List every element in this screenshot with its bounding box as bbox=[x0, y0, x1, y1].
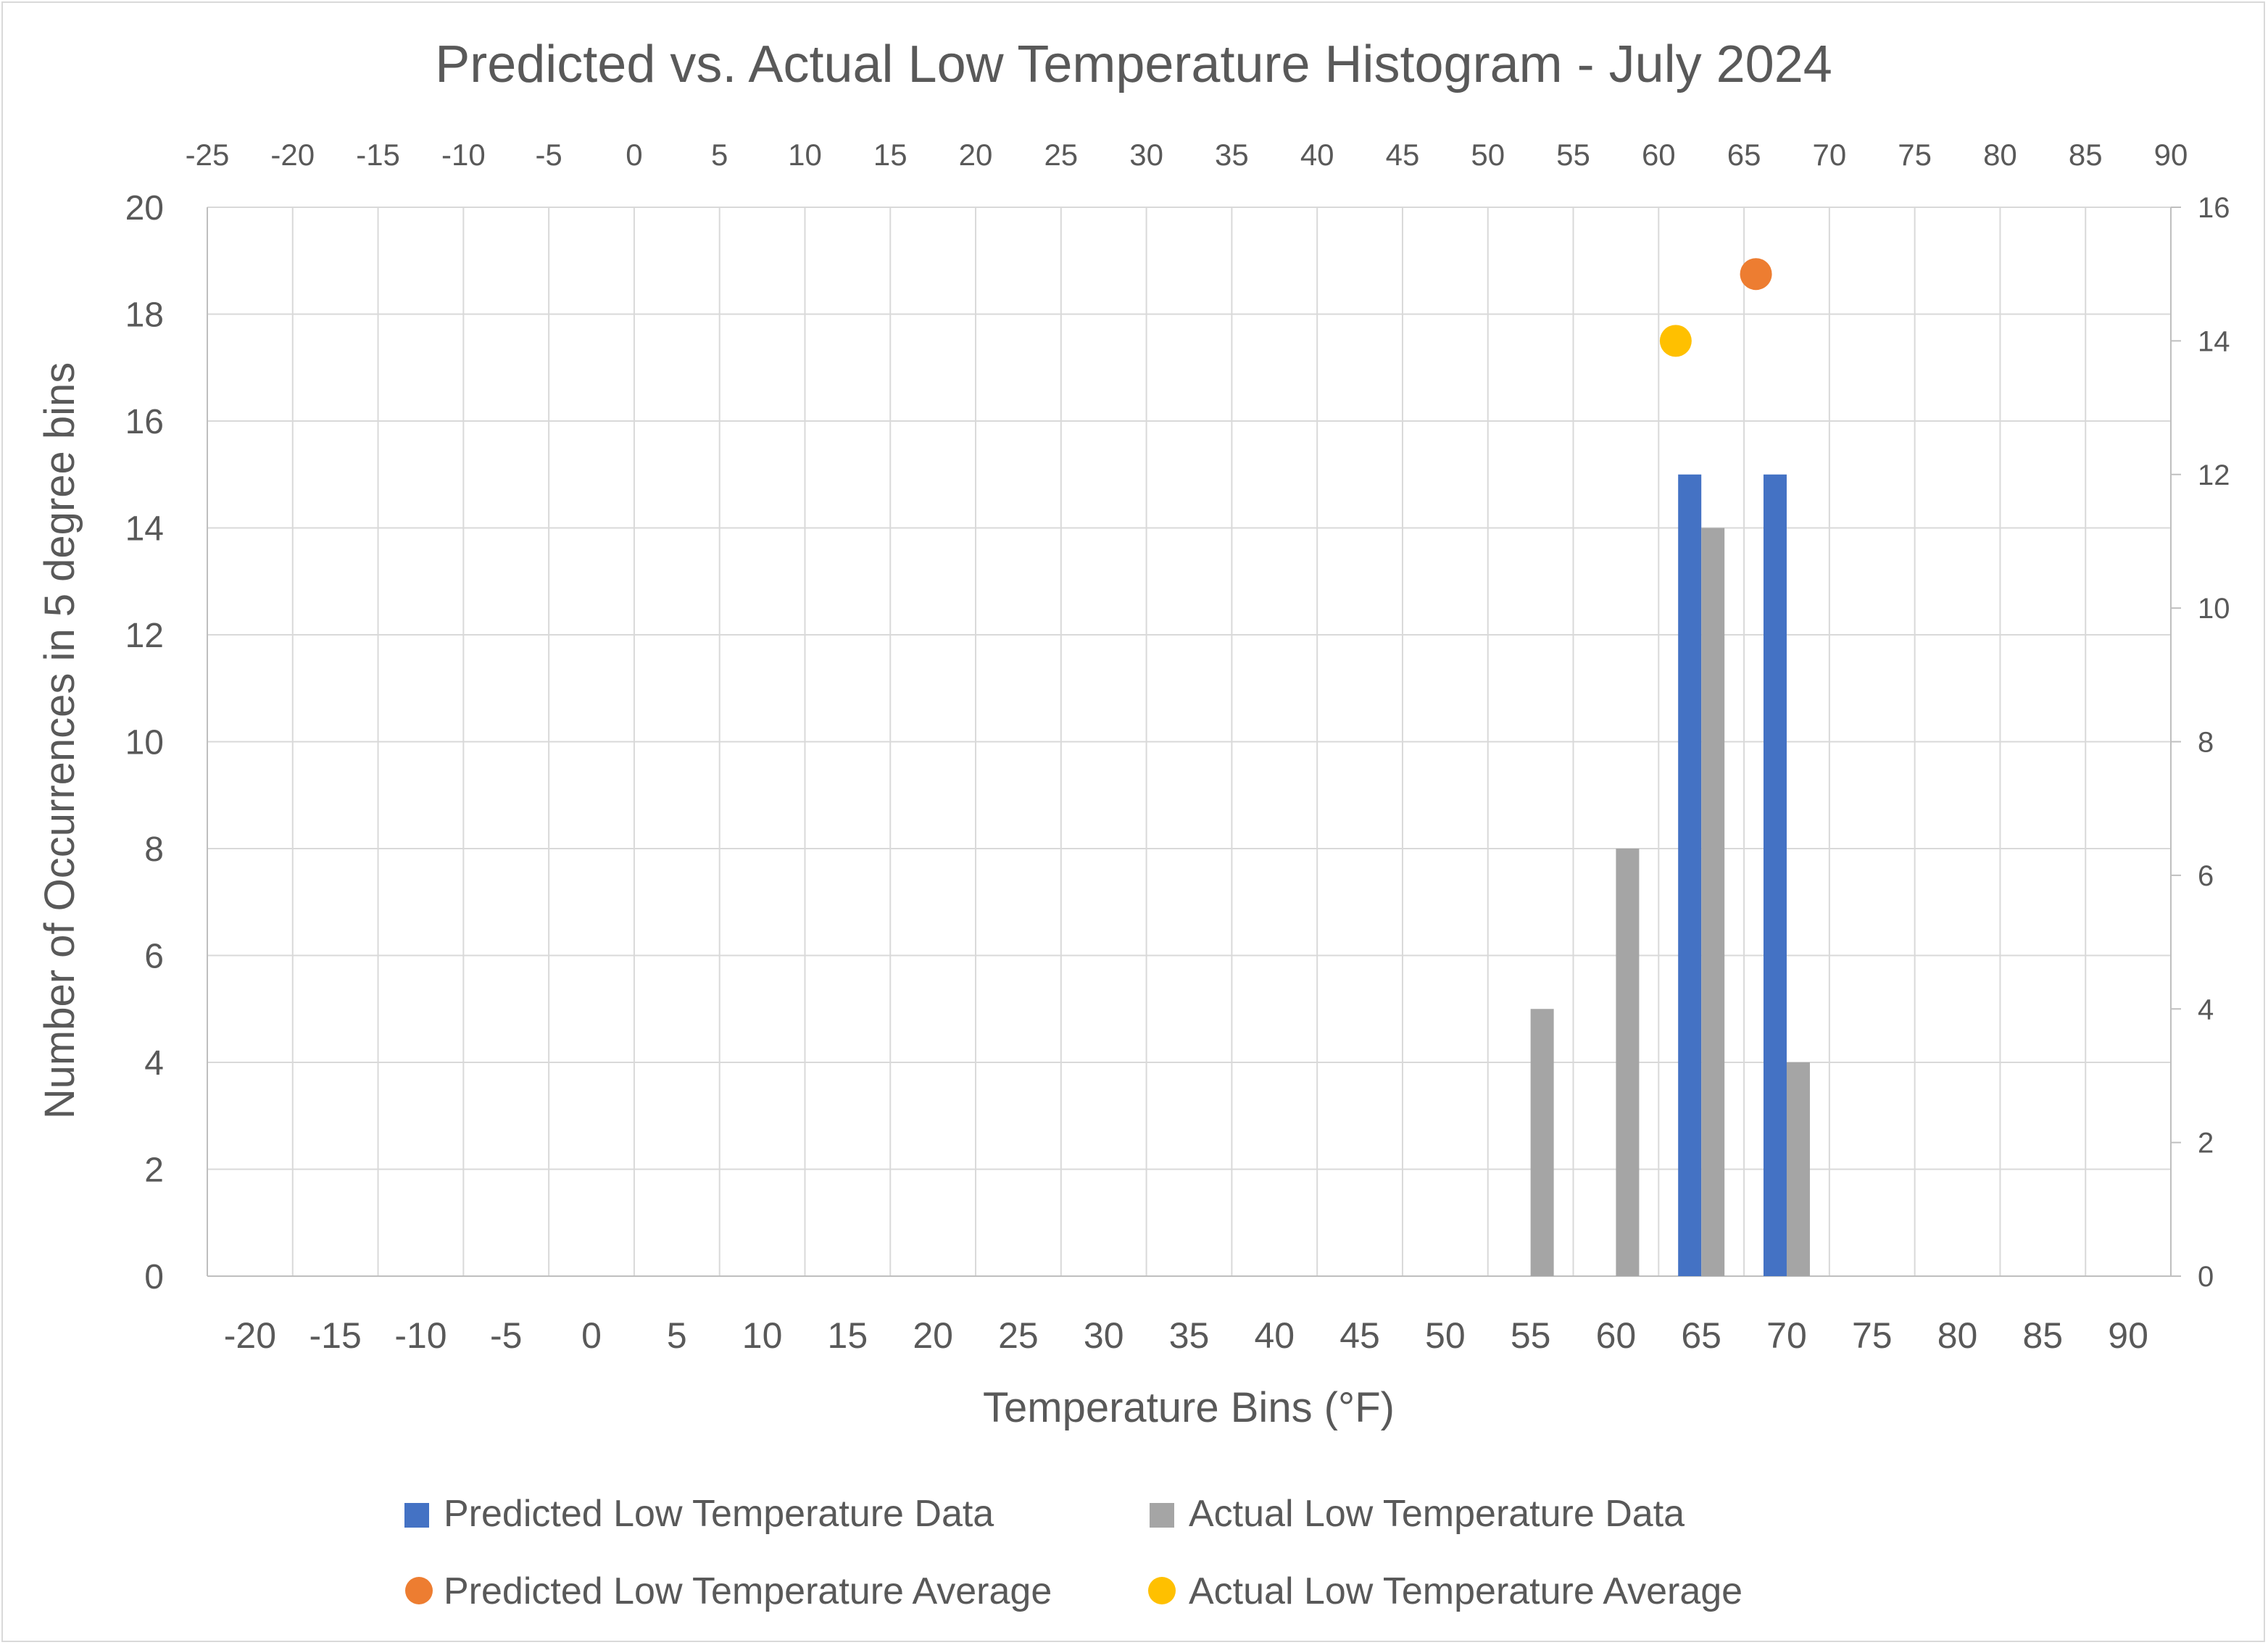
bar-actual-low-temperature-data-70 bbox=[1786, 1062, 1810, 1276]
marker-actual-low-temperature-average bbox=[1659, 325, 1692, 357]
x2-tick-label: 25 bbox=[1044, 138, 1078, 172]
bar-actual-low-temperature-data-65 bbox=[1701, 528, 1725, 1276]
x2-tick-label: 90 bbox=[2154, 138, 2188, 172]
y-tick-label: 4 bbox=[144, 1044, 164, 1083]
y2-tick-label: 16 bbox=[2198, 192, 2230, 224]
x-axis-title: Temperature Bins (°F) bbox=[983, 1384, 1395, 1431]
x-tick-label: -10 bbox=[394, 1315, 446, 1356]
legend-label-actual-data: Actual Low Temperature Data bbox=[1189, 1493, 1685, 1535]
x2-tick-label: 10 bbox=[788, 138, 822, 172]
y-tick-label: 20 bbox=[125, 189, 164, 228]
x2-tick-label: -5 bbox=[535, 138, 562, 172]
y2-tick-label: 10 bbox=[2198, 593, 2230, 625]
y-tick-label: 0 bbox=[144, 1258, 164, 1296]
y2-tick-label: 12 bbox=[2198, 459, 2230, 491]
y2-tick-label: 8 bbox=[2198, 727, 2214, 759]
x2-tick-label: 60 bbox=[1642, 138, 1676, 172]
x-tick-label: 15 bbox=[828, 1315, 868, 1356]
bar-actual-low-temperature-data-55 bbox=[1530, 1009, 1554, 1276]
bar-predicted-low-temperature-data-65 bbox=[1678, 474, 1702, 1276]
x2-tick-label: 55 bbox=[1556, 138, 1590, 172]
bar-predicted-low-temperature-data-70 bbox=[1763, 474, 1787, 1276]
legend-marker-actual-average bbox=[1148, 1577, 1176, 1604]
x-tick-label: 80 bbox=[1937, 1315, 1978, 1356]
right-axis: 0 2 4 6 8 10 12 14 16 bbox=[2171, 192, 2230, 1293]
legend-label-actual-average: Actual Low Temperature Average bbox=[1189, 1570, 1742, 1612]
y2-tick-label: 6 bbox=[2198, 860, 2214, 892]
y-tick-label: 10 bbox=[125, 724, 164, 762]
x-tick-label: 0 bbox=[581, 1315, 602, 1356]
x-tick-label: 75 bbox=[1852, 1315, 1893, 1356]
x2-tick-label: 50 bbox=[1471, 138, 1505, 172]
x2-tick-label: 35 bbox=[1215, 138, 1249, 172]
x2-tick-label: 70 bbox=[1813, 138, 1847, 172]
x2-tick-label: 15 bbox=[873, 138, 907, 172]
x2-tick-label: 85 bbox=[2069, 138, 2103, 172]
y-tick-label: 8 bbox=[144, 830, 164, 869]
x-tick-label: 25 bbox=[998, 1315, 1039, 1356]
x-tick-label: 10 bbox=[742, 1315, 783, 1356]
x2-tick-label: 30 bbox=[1129, 138, 1163, 172]
x2-tick-label: 20 bbox=[959, 138, 993, 172]
left-axis: 0 2 4 6 8 10 12 14 16 18 20 bbox=[125, 189, 164, 1296]
x-tick-label: 20 bbox=[913, 1315, 953, 1356]
y-axis-title: Number of Occurrences in 5 degree bins bbox=[36, 362, 83, 1120]
x-tick-label: 60 bbox=[1596, 1315, 1637, 1356]
x-tick-label: 70 bbox=[1766, 1315, 1807, 1356]
gridlines bbox=[207, 207, 2172, 1277]
x-tick-label: 40 bbox=[1254, 1315, 1295, 1356]
legend: Predicted Low Temperature Data Actual Lo… bbox=[404, 1493, 1742, 1612]
bottom-axis: -20 -15 -10 -5 0 5 10 15 20 25 30 35 40 45 50 55 60 65 70 7… bbox=[224, 1315, 2148, 1356]
legend-marker-predicted-average bbox=[405, 1577, 433, 1604]
x-tick-label: 85 bbox=[2023, 1315, 2064, 1356]
x-tick-label: 55 bbox=[1511, 1315, 1551, 1356]
x-tick-label: 50 bbox=[1425, 1315, 1466, 1356]
x2-tick-label: -20 bbox=[270, 138, 315, 172]
x2-tick-label: 45 bbox=[1386, 138, 1420, 172]
x2-tick-label: -25 bbox=[186, 138, 230, 172]
x-tick-label: -5 bbox=[490, 1315, 522, 1356]
x-tick-label: 30 bbox=[1084, 1315, 1124, 1356]
y-tick-label: 2 bbox=[144, 1152, 164, 1190]
x-tick-label: 45 bbox=[1339, 1315, 1380, 1356]
markers bbox=[1659, 258, 1772, 357]
y-tick-label: 18 bbox=[125, 296, 164, 335]
x2-tick-label: -10 bbox=[441, 138, 486, 172]
x2-tick-label: 75 bbox=[1898, 138, 1932, 172]
x2-tick-label: 5 bbox=[711, 138, 728, 172]
y-tick-label: 6 bbox=[144, 938, 164, 976]
x-tick-label: 5 bbox=[667, 1315, 687, 1356]
x2-tick-label: 40 bbox=[1300, 138, 1334, 172]
x-tick-label: 35 bbox=[1169, 1315, 1210, 1356]
y-tick-label: 12 bbox=[125, 617, 164, 655]
legend-swatch-predicted-data bbox=[404, 1503, 429, 1528]
y2-tick-label: 14 bbox=[2198, 325, 2230, 357]
y-tick-label: 16 bbox=[125, 403, 164, 441]
x2-tick-label: 80 bbox=[1983, 138, 2017, 172]
x-tick-label: 65 bbox=[1681, 1315, 1721, 1356]
top-axis: -25 -20 -15 -10 -5 0 5 10 15 20 25 30 35 40 45 50 55 60 65… bbox=[186, 138, 2188, 172]
bar-actual-low-temperature-data-60 bbox=[1616, 849, 1640, 1276]
x-tick-label: -20 bbox=[224, 1315, 276, 1356]
y2-tick-label: 2 bbox=[2198, 1128, 2214, 1159]
chart-title: Predicted vs. Actual Low Temperature His… bbox=[435, 36, 1832, 93]
x-tick-label: -15 bbox=[310, 1315, 362, 1356]
y2-tick-label: 4 bbox=[2198, 994, 2214, 1025]
marker-predicted-low-temperature-average bbox=[1740, 258, 1772, 291]
legend-swatch-actual-data bbox=[1150, 1503, 1174, 1528]
legend-label-predicted-average: Predicted Low Temperature Average bbox=[444, 1570, 1052, 1612]
y-tick-label: 14 bbox=[125, 510, 164, 549]
y2-tick-label: 0 bbox=[2198, 1261, 2214, 1293]
x2-tick-label: 65 bbox=[1727, 138, 1761, 172]
x2-tick-label: 0 bbox=[626, 138, 642, 172]
x-tick-label: 90 bbox=[2108, 1315, 2148, 1356]
x2-tick-label: -15 bbox=[356, 138, 400, 172]
bars bbox=[1530, 474, 1810, 1276]
legend-label-predicted-data: Predicted Low Temperature Data bbox=[444, 1493, 994, 1535]
